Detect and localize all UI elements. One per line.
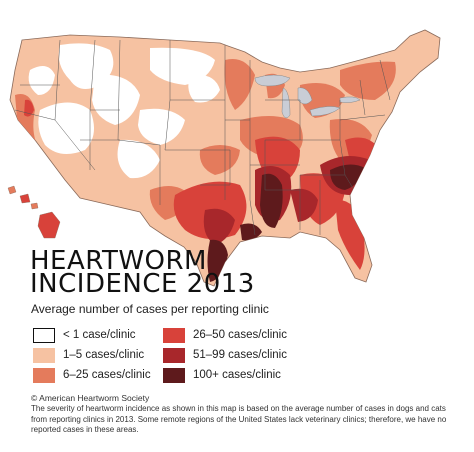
legend: < 1 case/clinic 1–5 cases/clinic 6–25 ca…	[33, 323, 333, 385]
legend-label-100-plus: 100+ cases/clinic	[193, 369, 281, 381]
methodology-note: The severity of heartworm incidence as s…	[31, 404, 447, 434]
legend-item-6-25: 6–25 cases/clinic	[33, 367, 151, 383]
legend-item-51-99: 51–99 cases/clinic	[163, 347, 287, 363]
legend-swatch-51-99	[163, 347, 185, 363]
legend-label-51-99: 51–99 cases/clinic	[193, 349, 287, 361]
legend-swatch-1-5	[33, 347, 55, 363]
legend-label-1-5: 1–5 cases/clinic	[63, 349, 145, 361]
title-line-1: HEARTWORM	[30, 246, 207, 276]
legend-swatch-6-25	[33, 367, 55, 383]
legend-item-100-plus: 100+ cases/clinic	[163, 367, 281, 383]
map-subtitle: Average number of cases per reporting cl…	[31, 302, 269, 316]
legend-item-26-50: 26–50 cases/clinic	[163, 327, 287, 343]
legend-item-lt1: < 1 case/clinic	[33, 327, 136, 343]
legend-swatch-26-50	[163, 327, 185, 343]
heartworm-incidence-map	[7, 29, 441, 287]
map-title: HEARTWORM INCIDENCE 2013	[30, 246, 255, 299]
legend-label-6-25: 6–25 cases/clinic	[63, 369, 151, 381]
legend-swatch-lt1	[33, 327, 55, 343]
legend-swatch-100-plus	[163, 367, 185, 383]
copyright-notice: © American Heartworm Society	[31, 393, 150, 403]
legend-item-1-5: 1–5 cases/clinic	[33, 347, 144, 363]
state-borders	[14, 39, 391, 236]
title-line-2: INCIDENCE 2013	[30, 269, 255, 299]
great-lakes	[254, 74, 361, 119]
legend-label-lt1: < 1 case/clinic	[63, 329, 136, 341]
hawaii-islands	[7, 185, 61, 239]
legend-label-26-50: 26–50 cases/clinic	[193, 329, 287, 341]
very-high-regions	[207, 164, 365, 282]
no-case-regions	[28, 43, 220, 179]
